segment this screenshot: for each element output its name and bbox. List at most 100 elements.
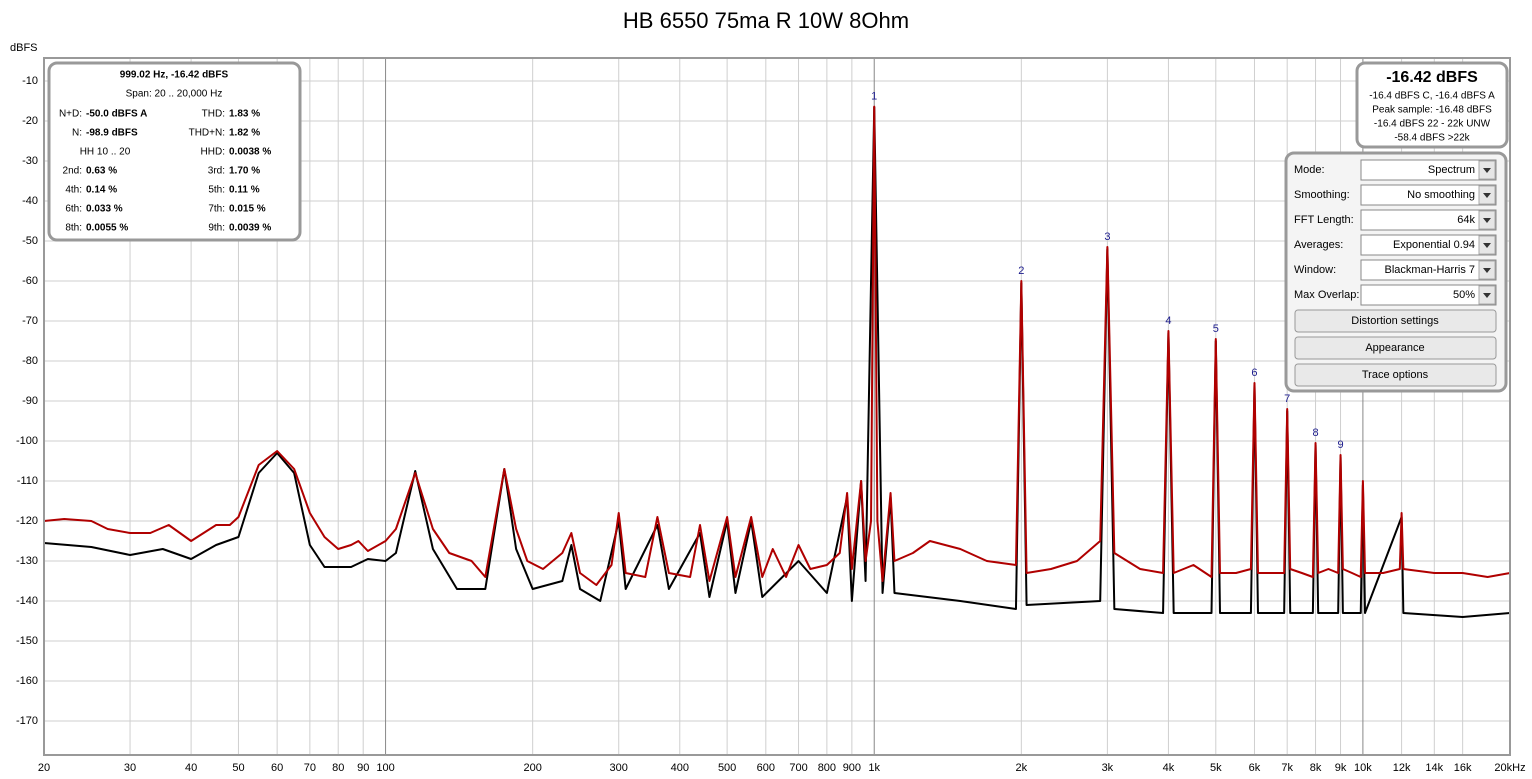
x-tick-label: 20	[38, 762, 50, 774]
dropdown-value[interactable]: 50%	[1453, 289, 1475, 301]
info-value: -98.9 dBFS	[86, 128, 138, 139]
info-label: 4th:	[65, 185, 82, 196]
x-tick-label: 20kHz	[1494, 762, 1525, 774]
info-value: 0.11 %	[229, 185, 260, 196]
x-tick-label: 8k	[1310, 762, 1322, 774]
x-tick-label: 60	[271, 762, 283, 774]
dropdown-value[interactable]: Exponential 0.94	[1393, 239, 1475, 251]
info-label: 8th:	[65, 223, 82, 234]
dropdown[interactable]	[1360, 234, 1497, 256]
dropdown[interactable]	[1360, 284, 1497, 306]
x-tick-label: 700	[789, 762, 807, 774]
info-label: N+D:	[59, 109, 82, 120]
harmonic-marker: 8	[1312, 427, 1318, 439]
button[interactable]	[1294, 309, 1497, 333]
harmonic-marker: 4	[1165, 315, 1171, 327]
info-header: 999.02 Hz, -16.42 dBFS	[120, 70, 229, 81]
x-tick-label: 70	[304, 762, 316, 774]
x-tick-label: 200	[523, 762, 541, 774]
control-label: Mode:	[1294, 164, 1325, 176]
traces: 1 2 3 4 5 6 7 8 9	[43, 91, 1511, 618]
y-tick-label: -160	[16, 675, 38, 687]
button[interactable]	[1294, 336, 1497, 360]
dropdown-arrow[interactable]	[1483, 268, 1491, 273]
chart-title: HB 6550 75ma R 10W 8Ohm	[623, 8, 909, 33]
dropdown[interactable]	[1360, 259, 1497, 281]
x-tick-label: 14k	[1425, 762, 1443, 774]
control-label: Averages:	[1294, 239, 1343, 251]
x-tick-label: 80	[332, 762, 344, 774]
dropdown-arrow[interactable]	[1483, 168, 1491, 173]
x-tick-label: 16k	[1454, 762, 1472, 774]
level-line: -58.4 dBFS >22k	[1394, 133, 1470, 144]
info-label: 5th:	[208, 185, 225, 196]
y-tick-label: -30	[22, 155, 38, 167]
x-tick-label: 9k	[1335, 762, 1347, 774]
info-value: 0.14 %	[86, 185, 117, 196]
button-label[interactable]: Distortion settings	[1351, 315, 1439, 327]
dropdown-arrow[interactable]	[1483, 218, 1491, 223]
info-label: N:	[72, 128, 82, 139]
dropdown[interactable]	[1360, 209, 1497, 231]
info-value: 0.0039 %	[229, 223, 271, 234]
button-label[interactable]: Appearance	[1365, 342, 1424, 354]
harmonic-marker: 7	[1284, 393, 1290, 405]
x-tick-label: 7k	[1281, 762, 1293, 774]
info-label: 7th:	[208, 204, 225, 215]
harmonic-marker: 9	[1337, 439, 1343, 451]
x-tick-label: 10k	[1354, 762, 1372, 774]
x-tick-label: 300	[610, 762, 628, 774]
plot-frame	[43, 57, 1511, 756]
button-label[interactable]: Trace options	[1362, 369, 1429, 381]
info-label: THD:	[202, 109, 225, 120]
x-tick-label: 50	[232, 762, 244, 774]
info-box	[47, 61, 302, 242]
level-value: -16.42 dBFS	[1386, 69, 1478, 86]
button[interactable]	[1294, 363, 1497, 387]
x-tick-label: 100	[376, 762, 394, 774]
panels: 999.02 Hz, -16.42 dBFS Span: 20 .. 20,000…	[47, 61, 1509, 393]
info-value: 0.0038 %	[229, 147, 271, 158]
y-axis-label: dBFS	[10, 42, 38, 54]
harmonic-marker: 2	[1018, 265, 1024, 277]
harmonic-marker: 1	[871, 91, 877, 103]
x-tick-label: 90	[357, 762, 369, 774]
y-tick-label: -110	[17, 475, 38, 487]
dropdown[interactable]	[1360, 159, 1497, 181]
x-tick-label: 800	[818, 762, 836, 774]
y-tick-label: -150	[16, 635, 38, 647]
dropdown[interactable]	[1360, 184, 1497, 206]
y-tick-label: -10	[22, 75, 38, 87]
y-tick-label: -40	[22, 195, 38, 207]
y-tick-label: -60	[22, 275, 38, 287]
y-tick-label: -80	[22, 355, 38, 367]
dropdown-arrow[interactable]	[1483, 293, 1491, 298]
dropdown-value[interactable]: 64k	[1457, 214, 1475, 226]
dropdown-value[interactable]: Blackman-Harris 7	[1385, 264, 1475, 276]
x-tick-label: 4k	[1163, 762, 1175, 774]
control-label: Max Overlap:	[1294, 289, 1359, 301]
dropdown-arrow[interactable]	[1483, 243, 1491, 248]
info-label: THD+N:	[189, 128, 225, 139]
dropdown-value[interactable]: No smoothing	[1407, 189, 1475, 201]
info-label: 2nd:	[63, 166, 82, 177]
level-box	[1355, 61, 1509, 149]
info-span: Span: 20 .. 20,000 Hz	[126, 89, 223, 100]
x-tick-label: 6k	[1249, 762, 1261, 774]
info-value: 1.70 %	[229, 166, 260, 177]
dropdown-arrow[interactable]	[1483, 193, 1491, 198]
info-label: 9th:	[208, 223, 225, 234]
level-line: Peak sample: -16.48 dBFS	[1372, 105, 1492, 116]
info-value: 0.0055 %	[86, 223, 128, 234]
y-tick-label: -170	[16, 715, 38, 727]
y-tick-label: -70	[22, 315, 38, 327]
dropdown-value[interactable]: Spectrum	[1428, 164, 1475, 176]
y-tick-label: -120	[16, 515, 38, 527]
control-label: FFT Length:	[1294, 214, 1354, 226]
info-label: 6th:	[65, 204, 82, 215]
y-tick-label: -140	[16, 595, 38, 607]
y-tick-label: -20	[22, 115, 38, 127]
harmonic-marker: 5	[1213, 323, 1219, 335]
y-tick-label: -50	[22, 235, 38, 247]
control-label: Smoothing:	[1294, 189, 1350, 201]
